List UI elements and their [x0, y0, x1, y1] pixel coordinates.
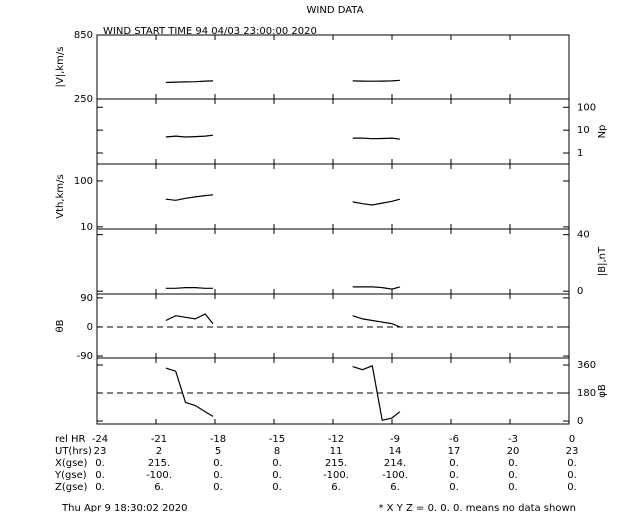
- y-axis-label: θB: [55, 319, 66, 332]
- row-value: 14: [389, 446, 402, 457]
- row-value: 2: [156, 446, 162, 457]
- row-value: 0.: [449, 458, 459, 469]
- y-axis-label: |V|,km/s: [55, 47, 66, 88]
- row-value: 0.: [272, 482, 282, 493]
- row-value: 0.: [567, 482, 577, 493]
- row-value: 215.: [148, 458, 170, 469]
- data-line: [165, 364, 401, 422]
- row-value: 215.: [325, 458, 347, 469]
- y-tick-label: 40: [577, 230, 590, 241]
- panel-frame: [96, 34, 570, 100]
- data-line: [165, 79, 400, 84]
- x-tick-label: -24: [92, 434, 108, 445]
- row-value: 0.: [272, 458, 282, 469]
- y-tick-label: 850: [74, 30, 93, 41]
- row-value: 0.: [449, 470, 459, 481]
- row-value: 0.: [508, 458, 518, 469]
- y-tick-label: 0: [87, 322, 93, 333]
- panel-frame: [96, 357, 570, 425]
- x-tick-label: -15: [269, 434, 285, 445]
- row-value: 0.: [272, 470, 282, 481]
- y-tick-label: 250: [74, 94, 93, 105]
- y-axis-label: Np: [597, 125, 608, 139]
- y-tick-label: 10: [80, 222, 93, 233]
- row-value: -100.: [323, 470, 349, 481]
- y-tick-label: 90: [80, 293, 93, 304]
- row-value: 0.: [213, 470, 223, 481]
- y-axis-label: φB: [597, 384, 608, 398]
- row-value: -100.: [382, 470, 408, 481]
- y-axis-label: |B|,nT: [597, 246, 608, 276]
- chart-title: WIND DATA: [307, 5, 364, 16]
- row-value: 11: [330, 446, 343, 457]
- x-axis-label: rel HR: [55, 434, 86, 445]
- row-value: 0.: [449, 482, 459, 493]
- row-value: 5: [215, 446, 221, 457]
- row-value: 214.: [384, 458, 406, 469]
- panel-frame: [96, 228, 570, 295]
- y-tick-label: 100: [74, 176, 93, 187]
- data-line: [165, 313, 401, 328]
- data-line: [165, 194, 401, 206]
- data-line: [165, 286, 401, 290]
- y-tick-label: 10: [577, 125, 590, 136]
- panel-frame: [96, 98, 570, 165]
- row-value: 6.: [331, 482, 341, 493]
- row-label: X(gse): [55, 458, 87, 469]
- chart-subtitle: WIND START TIME 94 04/03 23:00:00 2020: [103, 26, 317, 37]
- row-value: 0.: [95, 470, 105, 481]
- x-tick-label: -12: [328, 434, 344, 445]
- row-value: 0.: [213, 458, 223, 469]
- row-value: 6.: [154, 482, 164, 493]
- footer-right: * X Y Z = 0. 0. 0. means no data shown: [378, 503, 576, 512]
- footer-left: Thu Apr 9 18:30:02 2020: [61, 503, 188, 512]
- row-label: Z(gse): [55, 482, 87, 493]
- row-value: 0.: [508, 482, 518, 493]
- panel-frame: [96, 293, 570, 359]
- y-tick-label: 1: [577, 148, 583, 159]
- row-value: 6.: [390, 482, 400, 493]
- row-value: 17: [448, 446, 461, 457]
- y-tick-label: 0: [577, 416, 583, 427]
- row-value: 0.: [95, 482, 105, 493]
- y-tick-label: 180: [577, 388, 596, 399]
- row-value: 8: [274, 446, 280, 457]
- data-line: [165, 134, 400, 140]
- y-tick-label: -90: [77, 351, 93, 362]
- y-tick-label: 100: [577, 102, 596, 113]
- row-value: 0.: [508, 470, 518, 481]
- row-value: 0.: [213, 482, 223, 493]
- row-value: -100.: [146, 470, 172, 481]
- y-tick-label: 360: [577, 360, 596, 371]
- y-tick-label: 0: [577, 286, 583, 297]
- y-axis-label: Vth,km/s: [55, 174, 66, 218]
- row-value: 0.: [95, 458, 105, 469]
- x-tick-label: -18: [210, 434, 226, 445]
- x-tick-label: -21: [151, 434, 167, 445]
- row-value: 23: [566, 446, 579, 457]
- x-tick-label: -9: [390, 434, 400, 445]
- row-value: 23: [94, 446, 107, 457]
- row-value: 0.: [567, 458, 577, 469]
- row-value: 20: [507, 446, 520, 457]
- x-tick-label: -6: [449, 434, 459, 445]
- row-label: UT(hrs): [55, 446, 92, 457]
- x-tick-label: 0: [569, 434, 575, 445]
- row-value: 0.: [567, 470, 577, 481]
- row-label: Y(gse): [54, 470, 87, 481]
- x-tick-label: -3: [508, 434, 518, 445]
- panel-frame: [96, 163, 570, 230]
